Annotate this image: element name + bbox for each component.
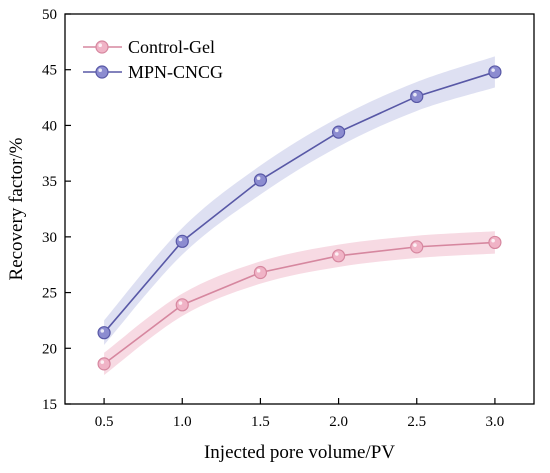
data-point: [331, 125, 346, 139]
legend-label: Control-Gel: [128, 37, 215, 57]
x-tick-label: 1.5: [251, 414, 270, 430]
y-axis: 15 20 25 30 35 40 45 50: [42, 7, 71, 413]
data-point: [97, 357, 111, 371]
series-line-1: [103, 71, 496, 334]
series-lines: [103, 71, 496, 365]
data-point: [175, 234, 189, 248]
y-tick-label: 50: [42, 7, 57, 23]
x-axis-title: Injected pore volume/PV: [204, 442, 395, 463]
data-point-highlight: [100, 360, 105, 364]
data-point-highlight: [178, 301, 183, 305]
y-axis-title: Recovery factor/%: [6, 137, 27, 280]
data-markers: [97, 65, 502, 371]
legend-marker-highlight: [98, 43, 102, 47]
data-point: [253, 265, 268, 280]
series-line-0: [103, 241, 495, 365]
y-tick-label: 40: [42, 118, 57, 134]
data-point: [488, 235, 502, 250]
y-tick-label: 15: [42, 397, 57, 413]
data-point-highlight: [413, 92, 417, 97]
x-axis: 0.5 1.0 1.5 2.0 2.5 3.0: [95, 398, 505, 430]
data-point-highlight: [491, 68, 495, 72]
data-point: [175, 298, 189, 312]
data-point: [331, 249, 346, 263]
y-tick-label: 30: [42, 230, 57, 246]
x-tick-label: 2.5: [407, 414, 426, 430]
data-point-highlight: [413, 243, 417, 247]
data-point: [488, 65, 502, 79]
legend: Control-Gel MPN-CNCG: [83, 37, 223, 82]
y-tick-label: 20: [42, 341, 57, 357]
legend-marker-highlight: [98, 68, 102, 72]
legend-label: MPN-CNCG: [128, 62, 223, 82]
y-tick-label: 45: [42, 63, 57, 79]
data-point-highlight: [100, 329, 105, 333]
y-tick-label: 25: [42, 286, 57, 302]
x-tick-label: 3.0: [486, 414, 505, 430]
data-point-highlight: [178, 237, 183, 242]
x-tick-label: 1.0: [173, 414, 192, 430]
legend-marker: [95, 40, 109, 54]
x-tick-label: 2.0: [329, 414, 348, 430]
data-point-highlight: [334, 128, 339, 133]
error-bands: [104, 56, 495, 376]
data-point: [410, 240, 424, 254]
data-point: [97, 326, 111, 340]
legend-marker: [95, 65, 109, 79]
x-tick-label: 0.5: [95, 414, 114, 430]
y-tick-label: 35: [42, 174, 57, 190]
plot-frame: [64, 13, 535, 405]
data-point-highlight: [256, 176, 261, 181]
series-band-1: [104, 56, 495, 345]
data-point: [410, 89, 424, 104]
data-point-highlight: [256, 268, 261, 273]
data-point-highlight: [334, 252, 339, 256]
data-point-highlight: [491, 238, 495, 243]
data-point: [253, 173, 268, 187]
